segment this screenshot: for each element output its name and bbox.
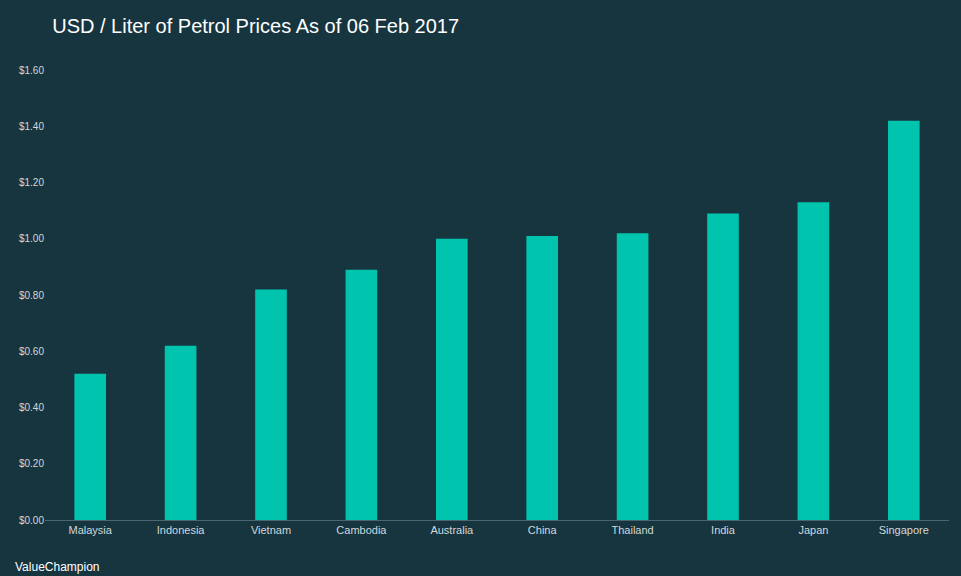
svg-text:$0.00: $0.00: [19, 515, 44, 526]
svg-text:China: China: [528, 524, 558, 536]
svg-text:$1.00: $1.00: [19, 233, 44, 244]
svg-text:USD / Liter of Petrol Prices A: USD / Liter of Petrol Prices As of 06 Fe…: [52, 15, 459, 37]
svg-text:Singapore: Singapore: [879, 524, 929, 536]
svg-text:Vietnam: Vietnam: [251, 524, 291, 536]
svg-text:$1.20: $1.20: [19, 177, 44, 188]
svg-text:$0.40: $0.40: [19, 402, 44, 413]
svg-text:Cambodia: Cambodia: [336, 524, 387, 536]
svg-text:$1.40: $1.40: [19, 121, 44, 132]
svg-text:Thailand: Thailand: [611, 524, 653, 536]
svg-text:Japan: Japan: [798, 524, 828, 536]
svg-text:ValueChampion: ValueChampion: [15, 560, 100, 574]
svg-text:$0.20: $0.20: [19, 458, 44, 469]
svg-text:$1.60: $1.60: [19, 65, 44, 76]
svg-text:$0.80: $0.80: [19, 290, 44, 301]
svg-text:Malaysia: Malaysia: [68, 524, 112, 536]
svg-text:$0.60: $0.60: [19, 346, 44, 357]
svg-text:Indonesia: Indonesia: [157, 524, 206, 536]
svg-text:Australia: Australia: [430, 524, 474, 536]
svg-text:India: India: [711, 524, 736, 536]
